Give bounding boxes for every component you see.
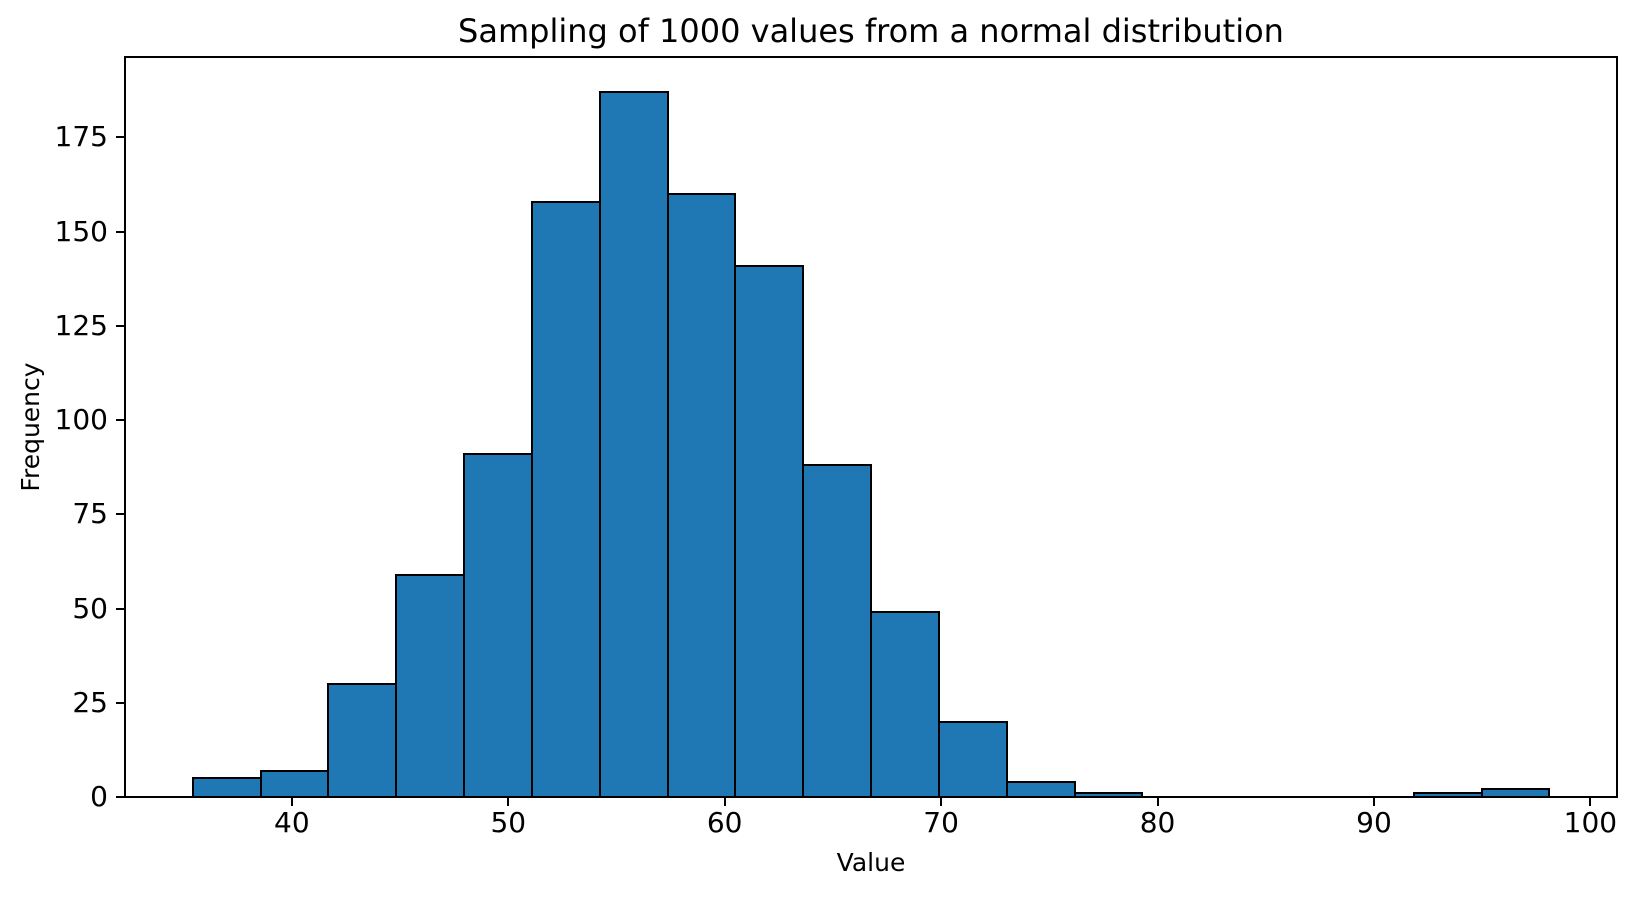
x-tick-label: 60 (706, 806, 743, 839)
x-axis-label: Value (836, 848, 906, 877)
y-tick-mark (116, 136, 124, 139)
x-tick-mark (1589, 798, 1592, 806)
x-tick-label: 90 (1356, 806, 1392, 839)
x-tick-mark (1372, 798, 1375, 806)
y-tick-label: 125 (54, 308, 108, 342)
chart-title: Sampling of 1000 values from a normal di… (458, 12, 1284, 50)
x-tick-label: 40 (274, 806, 310, 839)
y-tick-mark (116, 324, 124, 327)
y-tick-label: 150 (54, 214, 108, 248)
x-tick-label: 80 (1139, 806, 1176, 839)
y-tick-label: 100 (54, 403, 108, 437)
x-tick-mark (1156, 798, 1159, 806)
y-tick-label: 25 (72, 685, 108, 719)
histogram-bar (598, 91, 669, 798)
histogram-bar (259, 769, 330, 798)
y-tick-mark (116, 607, 124, 610)
y-tick-mark (116, 701, 124, 704)
histogram-bar (463, 453, 533, 798)
y-tick-mark (116, 230, 124, 233)
histogram-bar (937, 720, 1008, 798)
x-tick-mark (723, 798, 726, 806)
y-tick-label: 175 (54, 120, 108, 154)
y-tick-mark (116, 796, 124, 798)
x-tick-mark (290, 798, 293, 806)
x-tick-label: 50 (490, 806, 527, 839)
y-tick-label: 50 (72, 591, 108, 625)
y-axis-label: Frequency (16, 362, 45, 492)
x-tick-label: 100 (1563, 806, 1618, 839)
histogram-bar (530, 200, 601, 798)
y-tick-label: 75 (72, 497, 108, 531)
x-tick-mark (940, 798, 943, 806)
y-tick-mark (116, 513, 124, 516)
histogram-bar (734, 264, 805, 798)
y-tick-label: 0 (90, 780, 108, 813)
plot-area (124, 56, 1618, 798)
x-tick-label: 70 (923, 806, 959, 839)
x-tick-mark (507, 798, 510, 806)
y-tick-mark (116, 419, 124, 422)
histogram-bar (395, 573, 466, 798)
